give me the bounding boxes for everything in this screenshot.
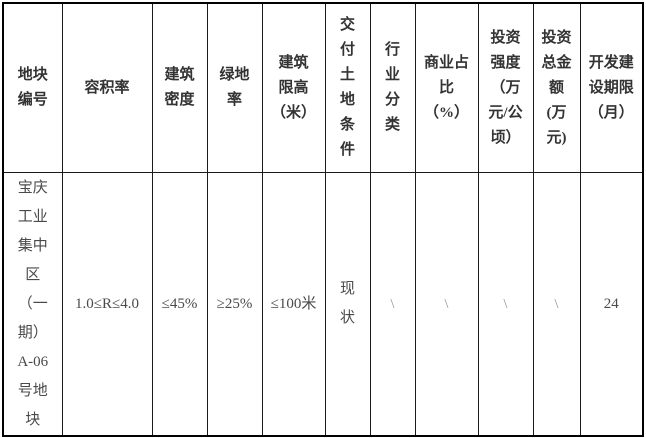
cell-development-period: 24 <box>579 172 644 437</box>
cell-building-density: ≤45% <box>151 172 208 437</box>
header-green-space-rate: 绿地 率 <box>206 2 263 173</box>
header-total-investment: 投资 总金 额 (万 元) <box>532 2 581 173</box>
header-floor-area-ratio: 容积率 <box>61 2 153 173</box>
header-building-density: 建筑 密度 <box>151 2 208 173</box>
table-header-row: 地块 编号 容积率 建筑 密度 绿地 率 建筑 限高 （米） 交 付 土 地 条… <box>2 2 644 173</box>
cell-land-delivery-condition: 现 状 <box>324 172 371 437</box>
cell-floor-area-ratio: 1.0≤R≤4.0 <box>61 172 153 437</box>
table-row: 宝庆 工业 集中 区 （一 期） A-06 号地 块 1.0≤R≤4.0 ≤45… <box>2 172 644 437</box>
cell-green-space-rate: ≥25% <box>206 172 263 437</box>
header-industry-category: 行 业 分 类 <box>369 2 416 173</box>
header-height-limit: 建筑 限高 （米） <box>261 2 326 173</box>
cell-total-investment: \ <box>532 172 581 437</box>
header-development-period: 开发建 设期限 （月） <box>579 2 644 173</box>
header-commercial-ratio: 商业占 比 （%） <box>414 2 479 173</box>
header-investment-intensity: 投资 强度 （万 元/公 顷） <box>477 2 534 173</box>
cell-plot-number: 宝庆 工业 集中 区 （一 期） A-06 号地 块 <box>2 172 63 437</box>
header-plot-number: 地块 编号 <box>2 2 63 173</box>
cell-investment-intensity: \ <box>477 172 534 437</box>
cell-industry-category: \ <box>369 172 416 437</box>
cell-commercial-ratio: \ <box>414 172 479 437</box>
header-land-delivery-condition: 交 付 土 地 条 件 <box>324 2 371 173</box>
cell-height-limit: ≤100米 <box>261 172 326 437</box>
